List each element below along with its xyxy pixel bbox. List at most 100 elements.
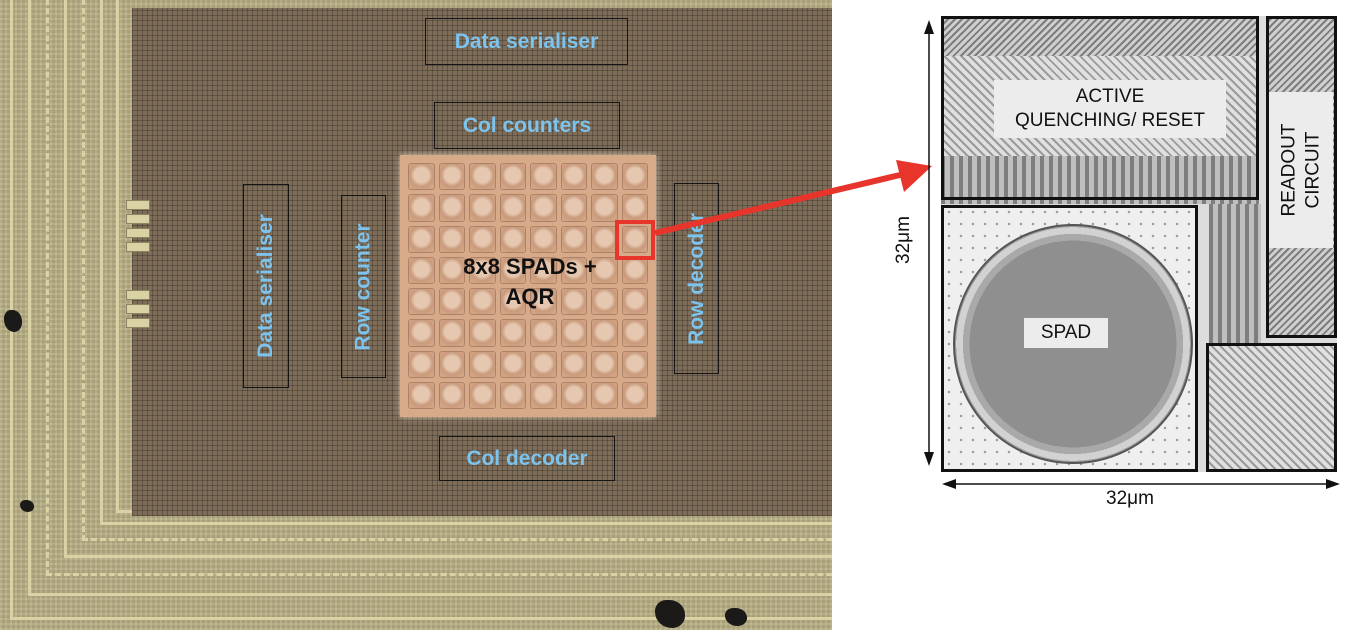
spad-cell xyxy=(438,256,465,284)
pixel-highlight-box xyxy=(615,220,655,260)
row-decoder-block: Row decoder xyxy=(674,183,719,374)
col-decoder-block: Col decoder xyxy=(439,436,615,481)
spad-cell xyxy=(560,381,587,409)
metal-layer xyxy=(941,156,1259,204)
spad-cell xyxy=(499,381,526,409)
spad-cell xyxy=(530,350,557,378)
active-quenching-label: ACTIVE QUENCHING/ RESET xyxy=(994,80,1226,138)
spad-cell xyxy=(591,194,618,222)
spad-cell xyxy=(499,225,526,253)
spad-cell xyxy=(621,288,648,316)
spad-cell xyxy=(560,256,587,284)
metal-layer xyxy=(1209,204,1261,344)
spad-cell xyxy=(591,319,618,347)
spad-cell xyxy=(408,288,435,316)
spad-cell xyxy=(530,225,557,253)
misc-zone xyxy=(1206,343,1337,472)
width-arrowhead-right xyxy=(1326,479,1340,489)
spad-cell xyxy=(438,194,465,222)
spad-cell xyxy=(408,163,435,191)
spad-cell xyxy=(438,225,465,253)
spad-cell xyxy=(530,288,557,316)
spad-cell xyxy=(591,256,618,284)
spad-array xyxy=(400,155,656,417)
guard-ring-trace xyxy=(64,0,832,558)
spad-cell xyxy=(469,350,496,378)
chip-micrograph: Data serialiser Col counters Data serial… xyxy=(0,0,832,630)
spad-cell xyxy=(530,381,557,409)
spad-cell xyxy=(408,350,435,378)
width-arrowhead-left xyxy=(942,479,956,489)
spad-cell xyxy=(469,319,496,347)
spad-cell xyxy=(560,288,587,316)
readout-label: READOUT CIRCUIT xyxy=(1269,92,1333,248)
readout-zone xyxy=(1266,16,1337,338)
spad-cell xyxy=(560,225,587,253)
debris-spot xyxy=(725,608,747,626)
digital-core-area xyxy=(132,8,832,516)
metal-layer xyxy=(941,16,1259,56)
spad-cell xyxy=(530,319,557,347)
spad-cell xyxy=(560,163,587,191)
spad-cell xyxy=(469,163,496,191)
spad-cell xyxy=(621,350,648,378)
debris-spot xyxy=(4,310,22,332)
zoom-arrow-head xyxy=(896,160,932,192)
spad-cell xyxy=(499,163,526,191)
spad-cell xyxy=(499,288,526,316)
bond-pad xyxy=(126,304,150,314)
spad-zone xyxy=(941,205,1198,472)
spad-cell xyxy=(530,194,557,222)
bond-pad xyxy=(126,200,150,210)
col-counters-label: Col counters xyxy=(462,113,592,137)
guard-ring-trace xyxy=(46,0,832,576)
active-quenching-zone xyxy=(941,16,1259,200)
data-serialiser-top-label: Data serialiser xyxy=(454,29,599,53)
spad-cell xyxy=(560,194,587,222)
bond-pad xyxy=(126,318,150,328)
spad-cell xyxy=(621,381,648,409)
spad-cell xyxy=(469,381,496,409)
col-decoder-label: Col decoder xyxy=(466,446,588,470)
spad-cell xyxy=(499,194,526,222)
width-dimension-label: 32μm xyxy=(1106,488,1154,509)
height-arrowhead-bottom xyxy=(924,452,934,466)
spad-label: SPAD xyxy=(1024,318,1108,348)
guard-ring-trace xyxy=(100,0,832,525)
spad-cell xyxy=(408,319,435,347)
spad-cell xyxy=(408,225,435,253)
spad-cell xyxy=(408,256,435,284)
spad-cell xyxy=(469,194,496,222)
spad-cell xyxy=(499,350,526,378)
bond-pad xyxy=(126,290,150,300)
spad-array-label-line1: 8x8 SPADs + xyxy=(463,254,597,279)
spad-cell xyxy=(621,319,648,347)
spad-cell xyxy=(469,288,496,316)
spad-array-label: 8x8 SPADs + AQR xyxy=(420,252,640,312)
spad-cell xyxy=(469,225,496,253)
data-serialiser-left-block: Data serialiser xyxy=(243,184,289,388)
spad-cell xyxy=(621,256,648,284)
bond-pad xyxy=(126,242,150,252)
spad-cell xyxy=(621,163,648,191)
spad-cell xyxy=(591,350,618,378)
guard-ring-trace xyxy=(82,0,832,541)
spad-cell xyxy=(499,256,526,284)
debris-spot xyxy=(20,500,34,512)
spad-cell xyxy=(560,350,587,378)
col-counters-block: Col counters xyxy=(434,102,620,149)
spad-cell xyxy=(438,163,465,191)
spad-cell xyxy=(438,381,465,409)
spad-cell xyxy=(438,350,465,378)
zoom-arrow-shaft xyxy=(654,172,901,236)
spad-cell xyxy=(621,225,648,253)
spad-cell xyxy=(499,319,526,347)
spad-cell xyxy=(591,381,618,409)
spad-cell xyxy=(408,381,435,409)
bond-pad xyxy=(126,228,150,238)
spad-cell xyxy=(591,163,618,191)
guard-ring-trace xyxy=(28,0,832,596)
metal-layer xyxy=(1209,346,1337,472)
